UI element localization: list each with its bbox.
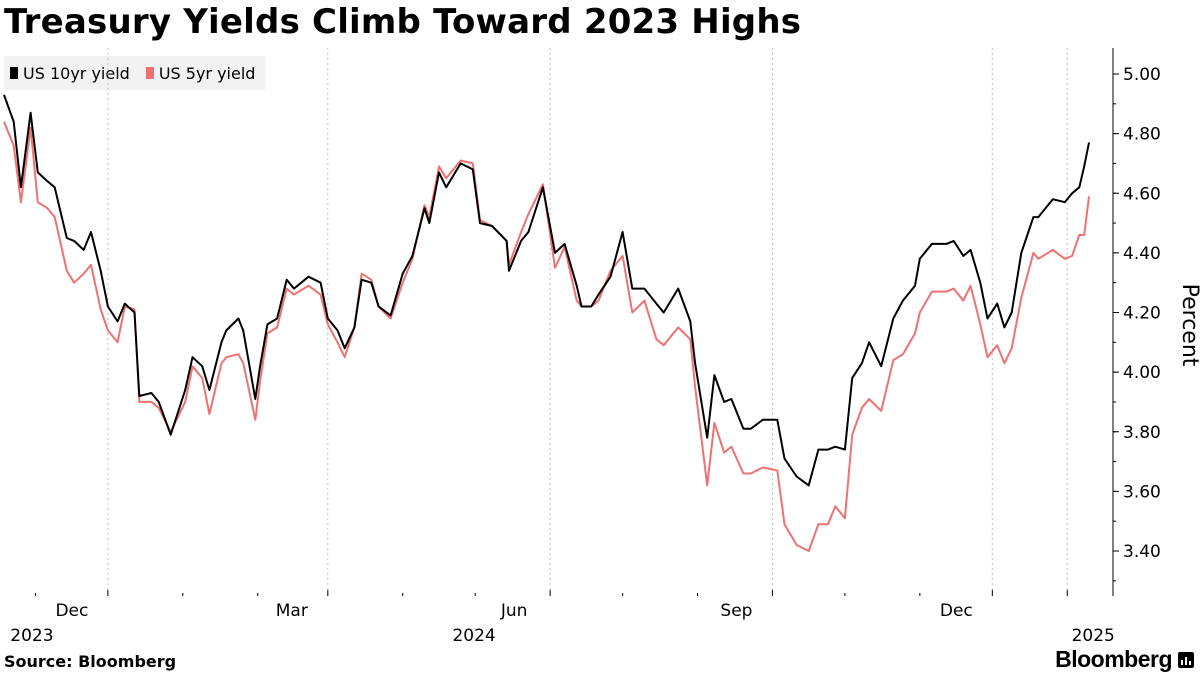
chart-legend: US 10yr yield US 5yr yield bbox=[4, 56, 266, 90]
legend-item-5yr: US 5yr yield bbox=[145, 63, 256, 83]
y-tick-label: 3.40 bbox=[1123, 542, 1161, 562]
legend-swatch-10yr bbox=[10, 67, 18, 79]
y-axis-label: Percent bbox=[1177, 284, 1200, 367]
x-year-label: 2023 bbox=[10, 626, 53, 646]
x-tick-label: Dec bbox=[940, 601, 973, 621]
chart-title: Treasury Yields Climb Toward 2023 Highs bbox=[4, 2, 802, 42]
y-tick-label: 3.60 bbox=[1123, 482, 1161, 502]
x-tick-label: Jun bbox=[500, 601, 528, 621]
source-note: Source: Bloomberg bbox=[4, 652, 177, 671]
y-tick-label: 4.80 bbox=[1123, 125, 1161, 145]
y-tick-label: 4.60 bbox=[1123, 184, 1161, 204]
bloomberg-chart-icon bbox=[1178, 651, 1194, 668]
brand-name: Bloomberg bbox=[1055, 646, 1172, 672]
y-tick-label: 4.20 bbox=[1123, 304, 1161, 324]
legend-label-5yr: US 5yr yield bbox=[158, 63, 256, 83]
x-tick-label: Dec bbox=[55, 601, 88, 621]
y-tick-label: 5.00 bbox=[1123, 65, 1161, 85]
legend-swatch-5yr bbox=[145, 67, 154, 79]
x-year-label: 2024 bbox=[452, 626, 495, 646]
x-tick-label: Mar bbox=[276, 601, 308, 621]
series-line-10yr bbox=[3, 94, 1090, 487]
x-year-label: 2025 bbox=[1072, 626, 1115, 646]
legend-label-10yr: US 10yr yield bbox=[23, 63, 130, 83]
legend-item-10yr: US 10yr yield bbox=[10, 64, 130, 83]
y-tick-label: 4.00 bbox=[1123, 363, 1161, 383]
series-line-5yr bbox=[3, 121, 1090, 552]
brand-logo: Bloomberg bbox=[1055, 646, 1194, 673]
y-tick-label: 4.40 bbox=[1123, 244, 1161, 264]
y-tick-label: 3.80 bbox=[1123, 423, 1161, 443]
x-tick-label: Sep bbox=[720, 601, 752, 621]
